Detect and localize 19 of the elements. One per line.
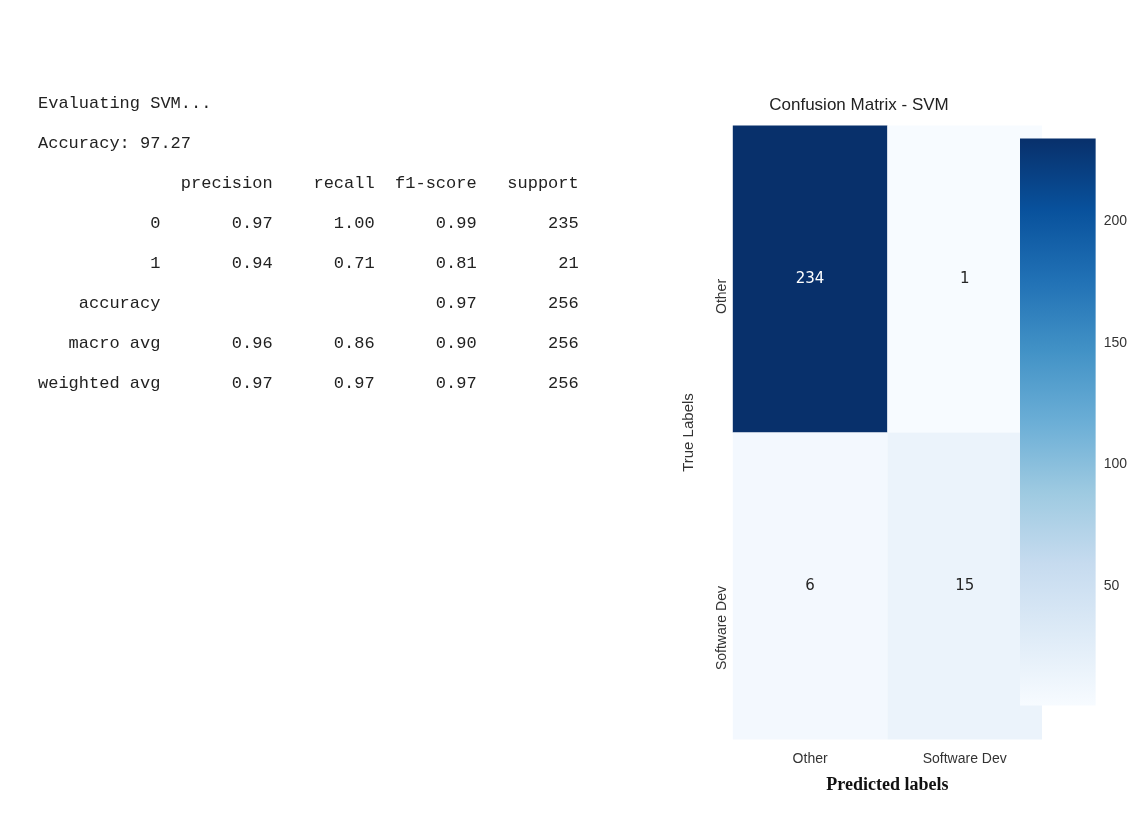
text: macro avg 0.96 0.86 0.90 256	[67, 333, 579, 355]
y-axis-title: True Labels	[679, 393, 697, 472]
color-bar-label: 150	[1103, 333, 1128, 350]
color-bar-label: 200	[1103, 212, 1128, 229]
text: Evaluating SVM...	[38, 93, 213, 115]
text: Accuracy: 97.27	[38, 133, 193, 155]
color-bar-label: 50	[1103, 577, 1120, 594]
data-label: 15	[955, 575, 975, 594]
text: 0 0.97 1.00 0.99 235	[149, 213, 579, 235]
text: precision recall f1-score support	[179, 173, 579, 195]
text: 1 0.94 0.71 0.81 21	[149, 253, 579, 275]
data-label: 6	[805, 575, 815, 594]
color-bar-label: 100	[1103, 455, 1128, 472]
chart-title: Confusion Matrix - SVM	[769, 94, 949, 114]
text: weighted avg 0.97 0.97 0.97 256	[38, 373, 579, 395]
data-label: 234	[795, 268, 825, 287]
x-axis-title: Predicted labels	[826, 773, 949, 794]
text: accuracy 0.97 256	[77, 293, 579, 315]
data-label: 1	[959, 268, 970, 287]
